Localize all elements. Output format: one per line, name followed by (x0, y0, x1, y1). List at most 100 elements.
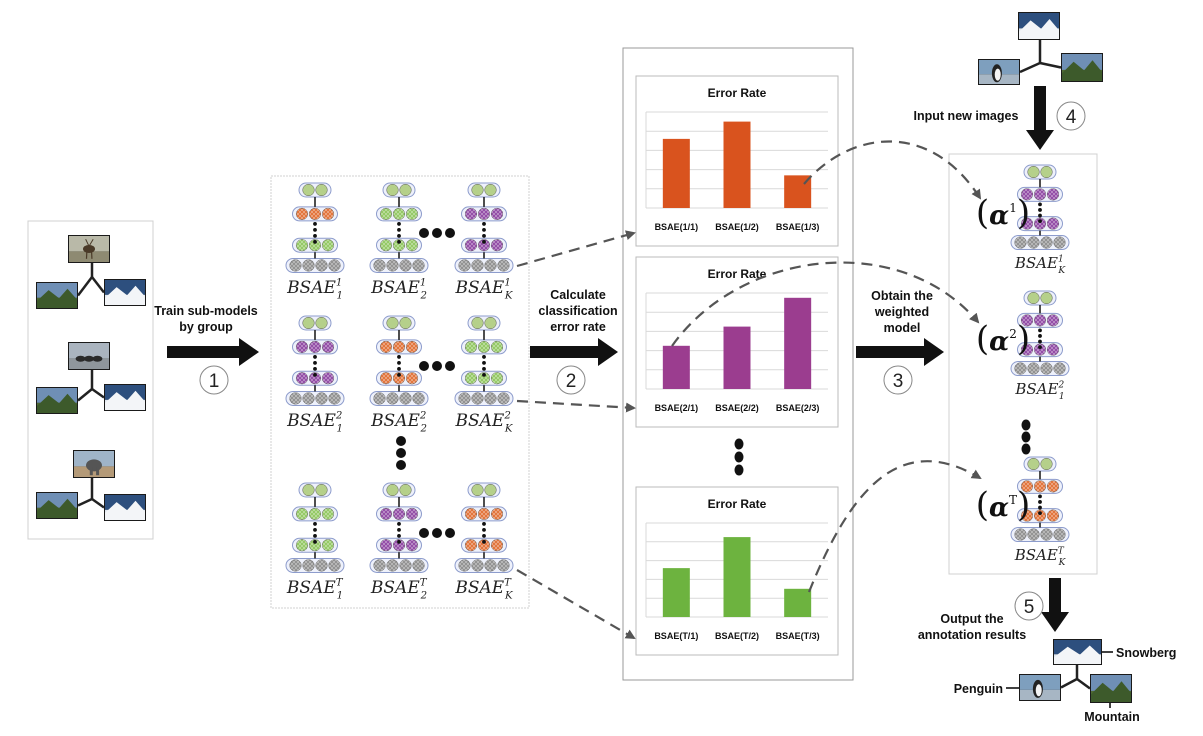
network-node (315, 483, 328, 497)
input-layer (285, 257, 345, 273)
image-thumbnail (1019, 674, 1061, 701)
ellipsis-dot (482, 233, 486, 238)
image-group (36, 342, 146, 414)
step-2-label: error rate (550, 320, 606, 334)
step-3-label: weighted (874, 305, 929, 319)
alpha-weight: (α1) (976, 193, 1030, 233)
ellipsis-dot (482, 355, 486, 359)
ellipsis-dot (1038, 339, 1042, 344)
network-node (302, 183, 315, 197)
ellipsis-dot (1021, 419, 1031, 431)
hidden-layer (292, 506, 338, 522)
network-node (1040, 291, 1053, 305)
ellipsis-dot (482, 528, 486, 532)
output-layer (298, 482, 332, 498)
bar (723, 537, 751, 617)
hidden-layer (1017, 508, 1063, 524)
output-layer (1023, 456, 1057, 472)
ellipsis-dot (313, 528, 317, 532)
step-1-label: Train sub-models (154, 304, 258, 318)
step-number-badge (1014, 591, 1044, 621)
image-group (1019, 639, 1132, 703)
input-layer (454, 557, 514, 573)
step-number: 2 (566, 371, 577, 392)
image-thumbnail (36, 492, 78, 519)
step-3-label: model (884, 321, 921, 335)
chart-title: Error Rate (708, 86, 767, 100)
network-node (484, 483, 497, 497)
hidden-layer (376, 206, 422, 222)
ellipsis-dot (397, 355, 401, 359)
chart-title: Error Rate (708, 267, 767, 281)
ellipsis-dot (397, 522, 401, 526)
ellipsis-dot (1038, 202, 1042, 207)
hidden-layer (461, 506, 507, 522)
ellipsis-dot (396, 460, 406, 470)
alpha-weight: (αT) (976, 485, 1031, 525)
ellipsis-dot (419, 528, 429, 538)
autoencoder-glyph (454, 182, 514, 273)
network-node (471, 316, 484, 330)
model-label: BSAE2 2 (370, 410, 427, 434)
ellipsis-dot (432, 528, 442, 538)
arrow-step-5 (1041, 578, 1069, 632)
hidden-layer (292, 237, 338, 253)
ellipsis-dot (397, 528, 401, 532)
image-thumbnail (1090, 674, 1132, 703)
ellipsis-dot (1038, 328, 1042, 333)
output-layer (382, 315, 416, 331)
ellipsis-dot (397, 372, 401, 377)
ellipsis-dot (445, 528, 455, 538)
network-node (386, 316, 399, 330)
network-node (471, 183, 484, 197)
network-node (315, 316, 328, 330)
dashed-arrow (516, 230, 636, 268)
ellipsis-dot (1021, 443, 1031, 455)
ellipsis-dot (313, 361, 317, 365)
autoencoder-glyph (369, 315, 429, 406)
hidden-layer (461, 339, 507, 355)
autoencoder-glyph (1010, 164, 1070, 251)
hidden-layer (461, 537, 507, 553)
image-thumbnail (978, 59, 1020, 85)
image-thumbnail (1053, 639, 1102, 665)
image-thumbnail (73, 450, 115, 478)
dashed-arrow (807, 460, 982, 593)
output-layer (467, 482, 501, 498)
tick-label: BSAE(1/2) (715, 222, 759, 232)
hidden-layer (376, 237, 422, 253)
weighted-models: BSAE1 K (α1) BSAE2 1 (α2) BSAET K (αT) (976, 164, 1070, 568)
step-2-label: Calculate (550, 288, 606, 302)
image-thumbnail (104, 384, 146, 411)
autoencoder-glyph (454, 482, 514, 573)
network-node (484, 316, 497, 330)
ellipsis-dot (482, 239, 486, 244)
ellipsis-dot (397, 228, 401, 232)
annotation-snowberg: Snowberg (1116, 646, 1176, 660)
dashed-arrow (516, 569, 636, 640)
hidden-layer (1017, 312, 1063, 328)
autoencoder-glyph (454, 315, 514, 406)
input-layer (285, 390, 345, 406)
arrow-step-3 (856, 338, 944, 366)
ellipsis-dot (1038, 511, 1042, 516)
hidden-layer (461, 370, 507, 386)
ellipsis-dot (397, 366, 401, 371)
input-layer (454, 390, 514, 406)
model-label: BSAET 1 (286, 577, 344, 601)
chart-title: Error Rate (708, 497, 767, 511)
ellipsis-dot (397, 539, 401, 544)
network-node (1027, 457, 1040, 471)
input-layer (369, 257, 429, 273)
dashed-arrow (803, 140, 982, 200)
autoencoder-glyph (1010, 290, 1070, 377)
network-node (386, 183, 399, 197)
step-number: 3 (893, 371, 904, 392)
hidden-layer (292, 206, 338, 222)
bar (723, 121, 751, 208)
tick-label: BSAE(2/1) (655, 403, 699, 413)
ellipsis-dot (482, 539, 486, 544)
dashed-arrow (516, 399, 636, 413)
autoencoder-glyph (369, 182, 429, 273)
hidden-layer (292, 339, 338, 355)
